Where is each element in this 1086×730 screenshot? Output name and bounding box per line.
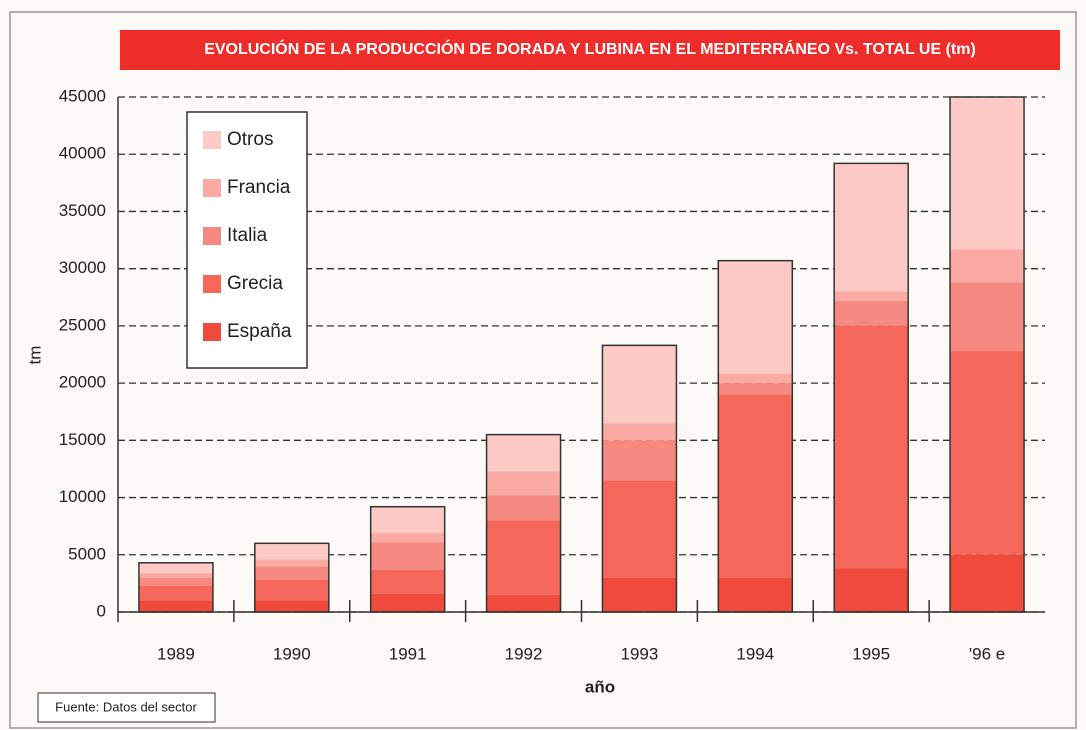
bar-segment [950, 97, 1025, 250]
bar-segment [718, 260, 793, 374]
bar-segment [138, 573, 213, 578]
bar-segment [254, 543, 329, 560]
legend-label: Francia [227, 177, 291, 198]
legend-label: Italia [227, 225, 268, 246]
legend-label: Otros [227, 129, 273, 150]
y-tick-label: 5000 [68, 544, 106, 563]
y-tick-label: 0 [97, 601, 106, 620]
bar-segment [254, 559, 329, 567]
bar-segment [718, 383, 793, 395]
y-tick-label: 15000 [59, 430, 106, 449]
bar-segment [486, 520, 561, 595]
title-banner [120, 30, 1060, 70]
bar-segment [602, 577, 677, 612]
legend-swatch [203, 323, 221, 341]
legend-swatch [203, 275, 221, 293]
y-tick-label: 10000 [59, 487, 106, 506]
chart-title: EVOLUCIÓN DE LA PRODUCCIÓN DE DORADA Y L… [204, 39, 976, 58]
bar-segment [138, 585, 213, 601]
x-tick-label: 1989 [157, 644, 195, 663]
bar-segment [254, 566, 329, 580]
legend-swatch [203, 179, 221, 197]
bar-segment [138, 577, 213, 586]
bar-segment [370, 542, 445, 570]
y-tick-label: 30000 [59, 258, 106, 277]
legend-swatch [203, 131, 221, 149]
x-axis-title: año [585, 677, 615, 696]
bar-segment [486, 495, 561, 521]
bar-segment [834, 568, 909, 612]
x-tick-label: 1992 [505, 644, 543, 663]
y-axis-title: tm [25, 346, 44, 365]
x-tick-label: '96 e [969, 644, 1005, 663]
bar-segment [718, 577, 793, 612]
bar-segment [370, 593, 445, 612]
source: Fuente: Datos del sector [55, 699, 197, 714]
bar-segment [486, 594, 561, 612]
bar-segment [718, 394, 793, 578]
bar-segment [718, 373, 793, 384]
bar-segment [950, 351, 1025, 555]
bar-segment [486, 434, 561, 472]
y-tick-label: 45000 [59, 86, 106, 105]
y-tick-label: 35000 [59, 201, 106, 220]
bar-segment [138, 562, 213, 574]
x-tick-label: 1994 [736, 644, 774, 663]
bar-segment [950, 554, 1025, 612]
y-tick-label: 40000 [59, 144, 106, 163]
bar-segment [834, 300, 909, 326]
bar-segment [602, 345, 677, 424]
y-tick-label: 20000 [59, 373, 106, 392]
x-tick-label: 1995 [852, 644, 890, 663]
bar-segment [370, 506, 445, 534]
bar-segment [834, 163, 909, 292]
y-tick-label: 25000 [59, 315, 106, 334]
legend-label: España [227, 321, 292, 342]
source-box [37, 692, 216, 723]
bar-segment [602, 423, 677, 441]
bar-segment [950, 249, 1025, 283]
bar-segment [602, 440, 677, 481]
bar-segment [370, 533, 445, 543]
bar-segment [834, 325, 909, 569]
frame [9, 11, 1077, 729]
legend-label: Grecia [227, 273, 283, 294]
bar-segment [254, 579, 329, 601]
legend-swatch [203, 227, 221, 245]
bar-segment [602, 480, 677, 578]
bar-segment [950, 282, 1025, 352]
x-tick-label: 1993 [621, 644, 659, 663]
bar-segment [486, 471, 561, 496]
bar-segment [834, 291, 909, 301]
bar-segment [138, 600, 213, 612]
x-tick-label: 1991 [389, 644, 427, 663]
x-tick-label: 1990 [273, 644, 311, 663]
bar-segment [254, 600, 329, 612]
bar-segment [370, 569, 445, 594]
